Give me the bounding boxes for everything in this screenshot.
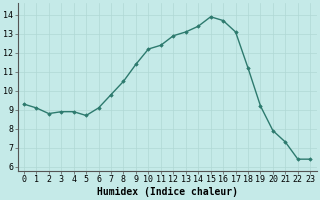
X-axis label: Humidex (Indice chaleur): Humidex (Indice chaleur): [97, 186, 237, 197]
